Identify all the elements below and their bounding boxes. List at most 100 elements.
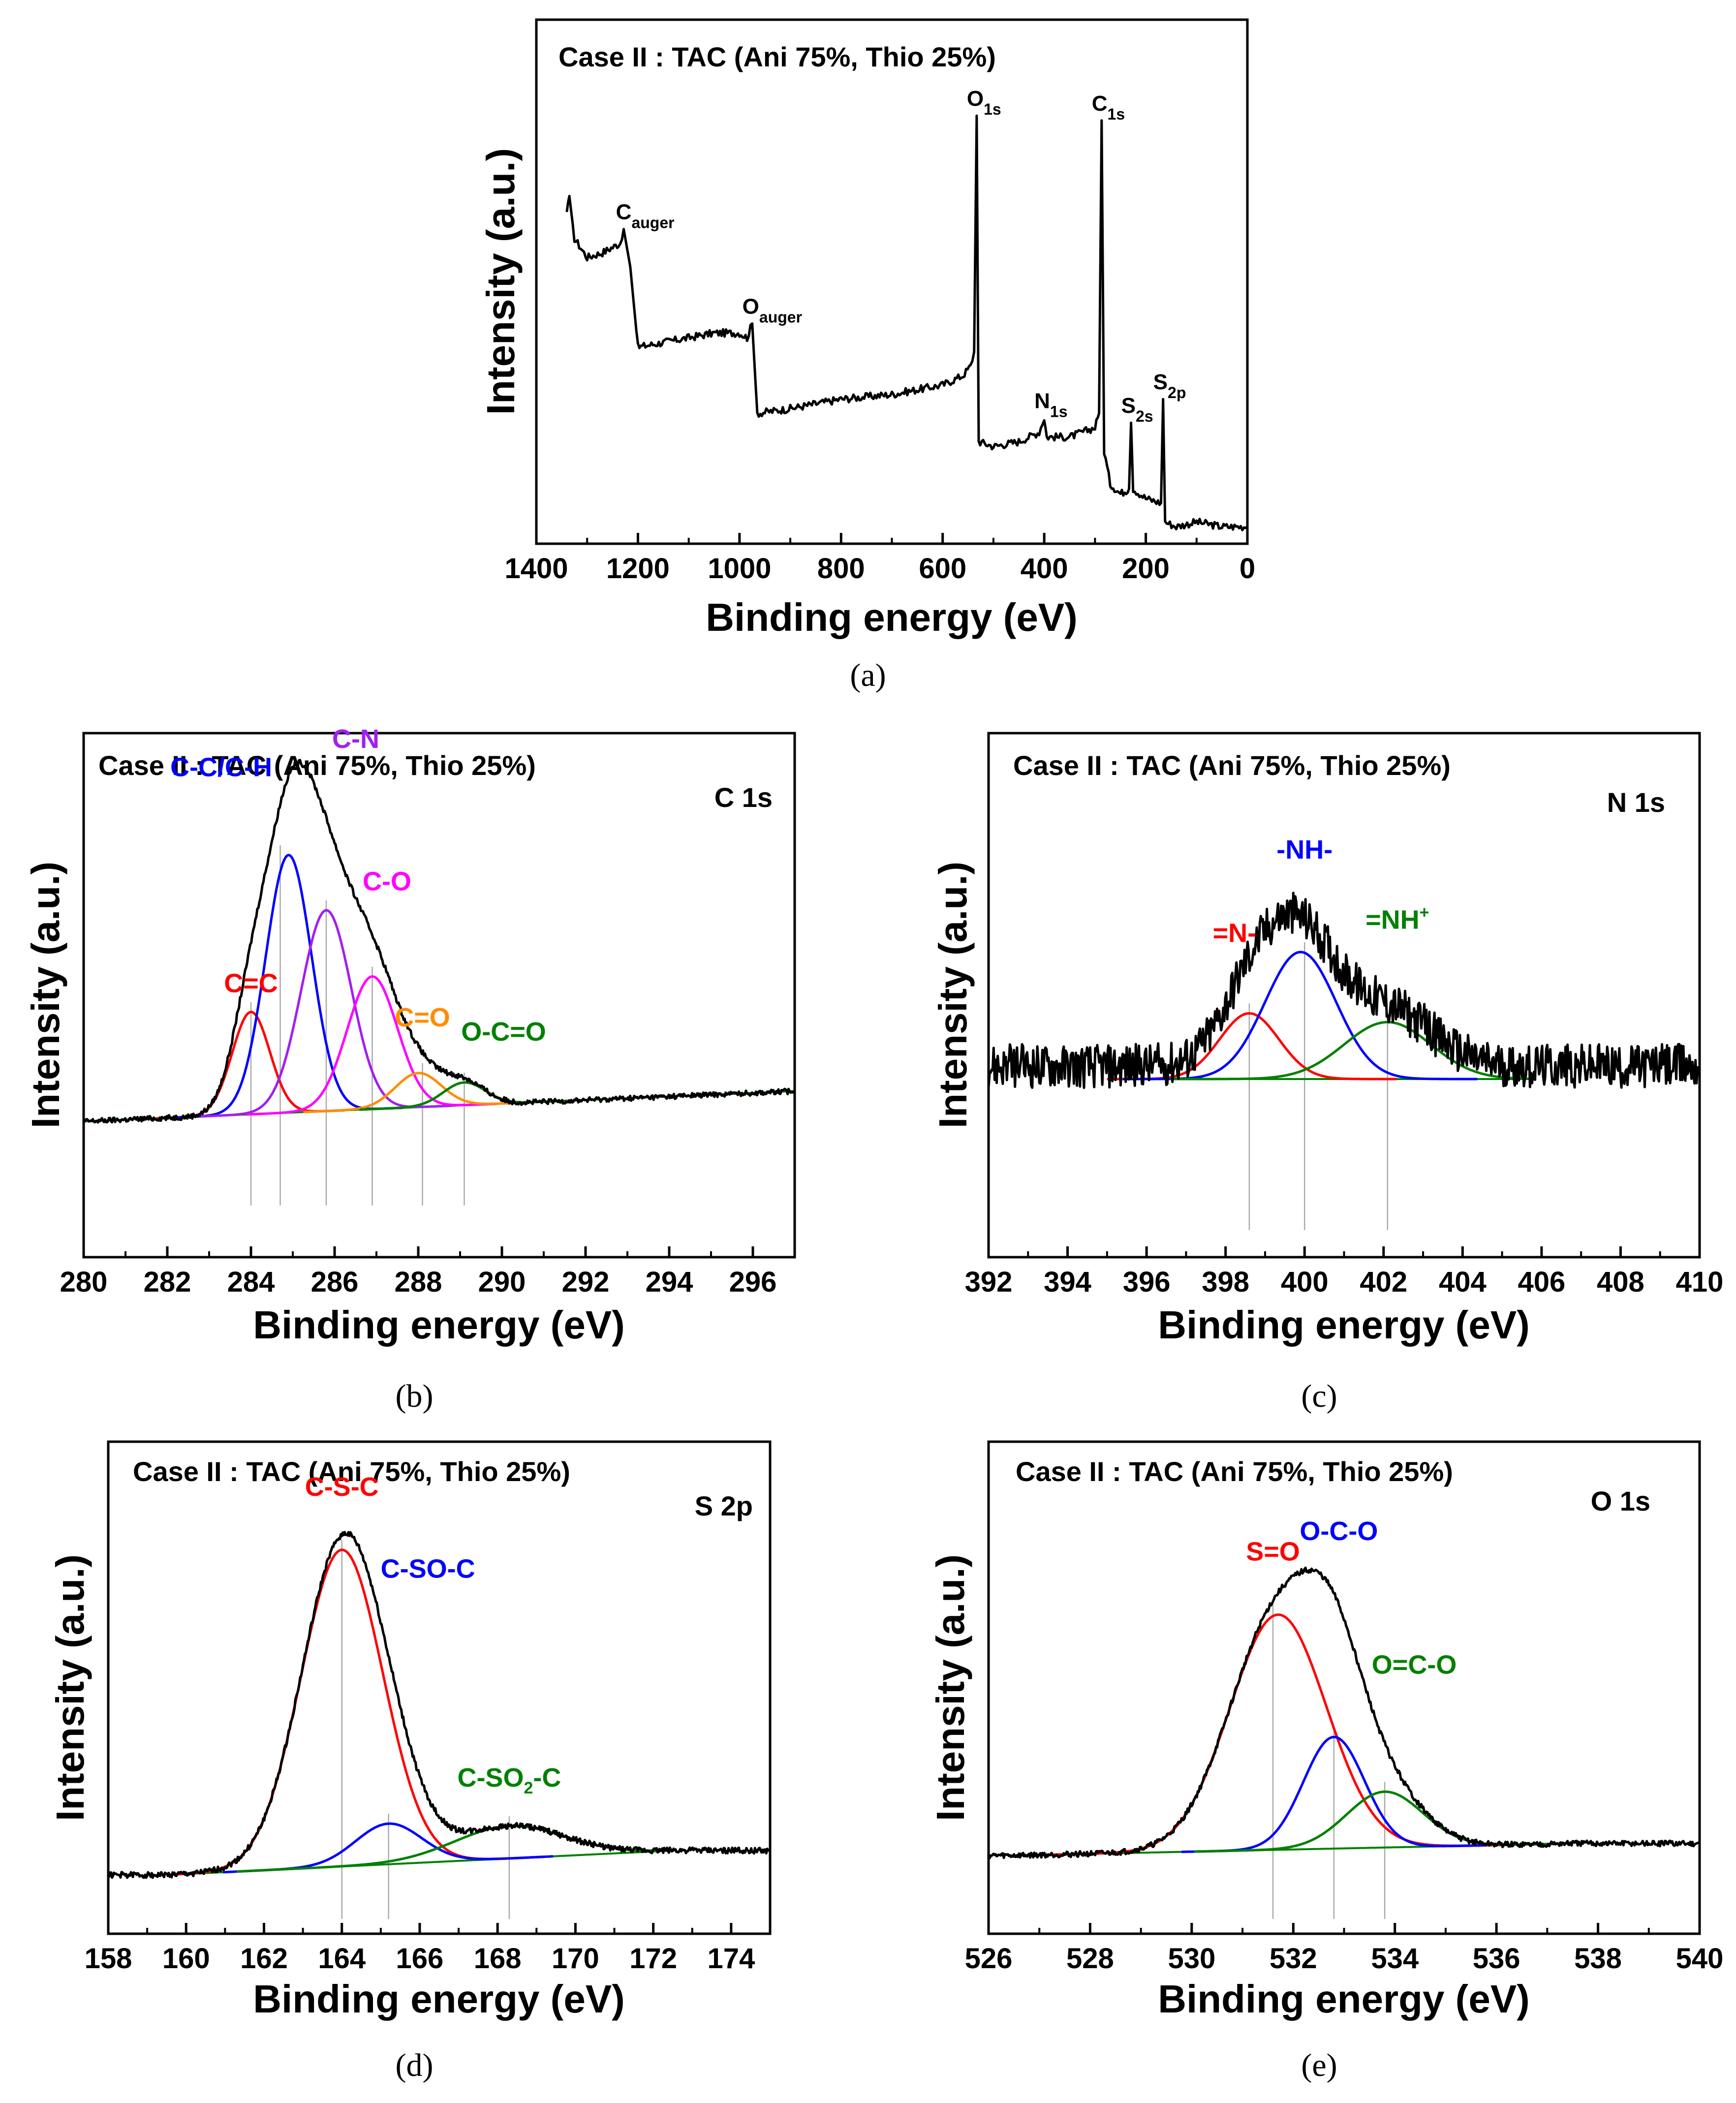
x-axis-title: Binding energy (eV) — [253, 1303, 625, 1347]
o1s-chart: Case II : TAC (Ani 75%, Thio 25%) O 1s I… — [929, 1440, 1724, 2021]
series-group — [987, 1566, 1700, 1919]
x-tick-label: 160 — [162, 1943, 210, 1975]
x-tick-label: 404 — [1439, 1266, 1487, 1298]
x-tick-label: 400 — [1021, 553, 1068, 585]
x-tick-label: 1000 — [708, 553, 771, 585]
component-label: O-C=O — [461, 1017, 546, 1047]
x-tick-label: 530 — [1168, 1943, 1215, 1975]
component-labels: C-S-C C-SO-C C-SO2-C — [305, 1472, 561, 1797]
x-tick-label: 396 — [1123, 1266, 1171, 1298]
x-tick-label: 534 — [1371, 1943, 1419, 1975]
caption-b: (b) — [395, 1378, 434, 1414]
x-axis-title: Binding energy (eV) — [1158, 1977, 1530, 2021]
x-tick-label: 1400 — [504, 553, 568, 585]
x-tick-label: 294 — [646, 1266, 693, 1298]
peak-annotation: O1s — [967, 87, 1001, 118]
plot-frame — [82, 732, 796, 1259]
annotation-subscript: 1s — [1108, 105, 1125, 123]
component-label: C-O — [363, 867, 411, 897]
annotation-element: S — [1153, 370, 1168, 394]
x-tick-label: 540 — [1676, 1943, 1724, 1975]
x-tick-label: 280 — [60, 1266, 108, 1298]
measured-spectrum-line — [107, 1531, 770, 1879]
component-labels: =N- -NH- =NH+ — [1213, 835, 1429, 948]
x-tick-label: 170 — [552, 1943, 599, 1975]
survey-spectrum-line — [565, 114, 1248, 531]
x-tick-label: 400 — [1281, 1266, 1329, 1298]
peak-annotation: S2s — [1121, 394, 1153, 425]
region-label: N 1s — [1607, 787, 1665, 818]
panel-b: Case II : TAC (Ani 75%, Thio 25%) C 1s I… — [0, 713, 868, 1429]
x-axis-title: Binding energy (eV) — [253, 1977, 625, 2021]
annotation-element: C — [1092, 92, 1108, 116]
region-label: O 1s — [1591, 1485, 1650, 1516]
x-tick-label: 282 — [144, 1266, 191, 1298]
x-tick-label: 290 — [478, 1266, 526, 1298]
annotation-element: O — [967, 87, 984, 111]
s2p-chart: Case II : TAC (Ani 75%, Thio 25%) S 2p I… — [48, 1440, 772, 2021]
x-tick-label: 158 — [85, 1943, 132, 1975]
peak-annotation: S2p — [1153, 370, 1186, 402]
x-tick-label: 526 — [965, 1943, 1013, 1975]
x-tick-label: 296 — [729, 1266, 777, 1298]
plot-frame — [107, 1440, 772, 1935]
component-label: -NH- — [1276, 835, 1333, 865]
x-axis-title: Binding energy (eV) — [1158, 1303, 1530, 1347]
component-label: C-SO2-C — [457, 1763, 561, 1797]
survey-chart: Case II : TAC (Ani 75%, Thio 25%) Intens… — [479, 18, 1255, 639]
n1s-chart: Case II : TAC (Ani 75%, Thio 25%) N 1s I… — [931, 732, 1724, 1347]
annotation-subscript: 1s — [1050, 403, 1068, 421]
annotation-element: N — [1034, 389, 1050, 413]
x-ticks: 158 160 162 164 166 168 170 172 174 — [85, 1923, 755, 1975]
x-tick-label: 172 — [629, 1943, 677, 1975]
caption-e: (e) — [1301, 2047, 1337, 2083]
measured-spectrum-line — [83, 759, 795, 1124]
series-group — [565, 114, 1248, 531]
component-labels: S=OO-C-O O=C-O — [1246, 1516, 1457, 1679]
annotation-subscript: auger — [759, 309, 802, 326]
y-axis-title: Intensity (a.u.) — [24, 862, 67, 1128]
component-label: C-SO-C — [381, 1554, 475, 1583]
region-label: S 2p — [695, 1490, 753, 1521]
panel-c: Case II : TAC (Ani 75%, Thio 25%) N 1s I… — [868, 713, 1736, 1429]
component-peak-line — [237, 1825, 673, 1873]
x-axis-title: Binding energy (eV) — [706, 595, 1078, 639]
peak-annotation: Cauger — [616, 200, 675, 232]
y-axis-title: Intensity (a.u.) — [479, 148, 523, 415]
x-tick-label: 162 — [240, 1943, 288, 1975]
component-label: O-C-O — [1300, 1516, 1378, 1546]
case-label: Case II : TAC (Ani 75%, Thio 25%) — [133, 1456, 570, 1487]
x-tick-label: 0 — [1240, 553, 1255, 585]
annotation-subscript: auger — [631, 214, 674, 232]
x-tick-label: 410 — [1676, 1266, 1724, 1298]
plot-frame — [535, 18, 1249, 545]
y-axis-title: Intensity (a.u.) — [48, 1554, 92, 1821]
series-group — [83, 759, 795, 1206]
region-label: C 1s — [714, 782, 773, 813]
component-label: C-C/C-H — [170, 753, 272, 782]
x-tick-label: 532 — [1270, 1943, 1317, 1975]
y-axis-title: Intensity (a.u.) — [931, 862, 975, 1128]
x-tick-label: 398 — [1202, 1266, 1249, 1298]
plot-frame — [987, 732, 1701, 1259]
x-tick-label: 528 — [1066, 1943, 1114, 1975]
component-label: C=C — [224, 969, 278, 998]
caption-c: (c) — [1301, 1378, 1337, 1414]
y-axis-title: Intensity (a.u.) — [929, 1554, 972, 1821]
x-ticks: 392 394 396 398 400 402 404 406 408 410 — [965, 1246, 1724, 1298]
panel-d: Case II : TAC (Ani 75%, Thio 25%) S 2p I… — [0, 1427, 868, 2103]
x-tick-label: 1200 — [606, 553, 670, 585]
component-label: O=C-O — [1372, 1650, 1457, 1679]
component-label: C-S-C — [305, 1472, 379, 1502]
measured-spectrum-line — [987, 892, 1700, 1089]
x-tick-label: 392 — [965, 1266, 1013, 1298]
case-label: Case II : TAC (Ani 75%, Thio 25%) — [558, 41, 996, 72]
series-group — [107, 1531, 770, 1919]
x-tick-label: 166 — [396, 1943, 444, 1975]
x-ticks: 1400 1200 1000 800 600 400 200 0 — [504, 533, 1255, 585]
component-label: C-N — [332, 724, 379, 754]
case-label: Case II : TAC (Ani 75%, Thio 25%) — [1016, 1456, 1453, 1487]
x-tick-label: 288 — [395, 1266, 442, 1298]
x-tick-label: 394 — [1044, 1266, 1091, 1298]
